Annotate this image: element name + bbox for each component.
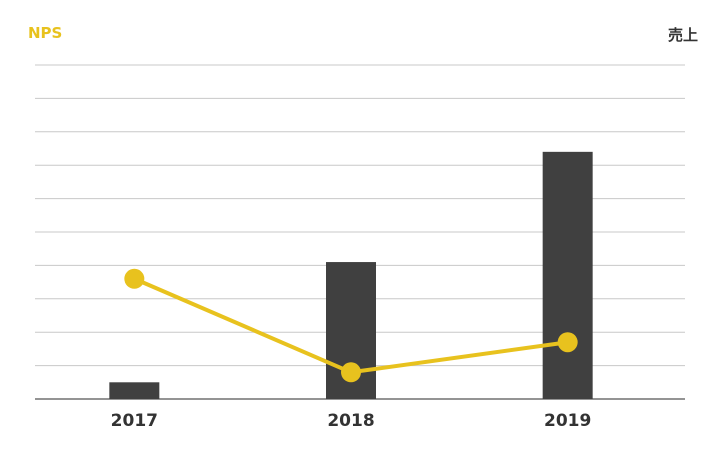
x-tick-label: 2017 [111, 411, 158, 431]
nps-point-2018 [341, 362, 361, 383]
y-axis-right-title: 売上 [667, 26, 698, 44]
x-tick-label: 2018 [327, 411, 374, 431]
nps-point-2019 [557, 332, 578, 353]
y-axis-left-title: NPS [28, 24, 63, 42]
nps-point-2017 [124, 268, 145, 289]
x-tick-label: 2019 [544, 411, 591, 431]
bar-2019 [542, 151, 593, 399]
bar-2017 [109, 382, 160, 399]
